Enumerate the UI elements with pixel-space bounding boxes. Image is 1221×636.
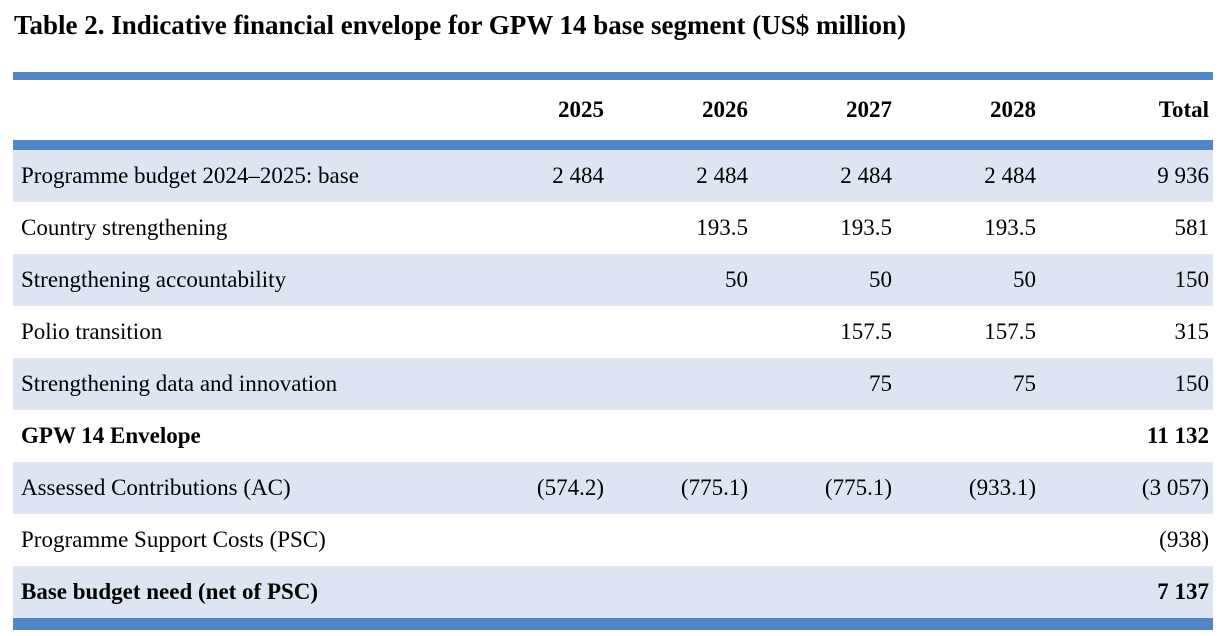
cell-2028: 2 484 bbox=[896, 145, 1040, 202]
row-label: Strengthening accountability bbox=[13, 254, 483, 306]
row-label: Programme budget 2024–2025: base bbox=[13, 145, 483, 202]
header-2025: 2025 bbox=[483, 76, 608, 150]
cell-2026: 2 484 bbox=[608, 145, 752, 202]
cell-2026 bbox=[608, 566, 752, 624]
cell-2025: (574.2) bbox=[483, 462, 608, 514]
cell-2028: (933.1) bbox=[896, 462, 1040, 514]
financial-envelope-table: 2025 2026 2027 2028 Total Programme budg… bbox=[13, 72, 1213, 630]
cell-2027: 50 bbox=[752, 254, 896, 306]
row-label: Polio transition bbox=[13, 306, 483, 358]
cell-total: (938) bbox=[1040, 514, 1213, 566]
cell-2025 bbox=[483, 254, 608, 306]
cell-2025 bbox=[483, 306, 608, 358]
header-2026: 2026 bbox=[608, 76, 752, 150]
cell-2028: 50 bbox=[896, 254, 1040, 306]
cell-2028: 193.5 bbox=[896, 202, 1040, 254]
table-row-programme-support-costs: Programme Support Costs (PSC) (938) bbox=[13, 514, 1213, 566]
cell-total: 150 bbox=[1040, 358, 1213, 410]
cell-2028 bbox=[896, 410, 1040, 462]
table-row-programme-budget: Programme budget 2024–2025: base 2 484 2… bbox=[13, 145, 1213, 202]
cell-2026 bbox=[608, 514, 752, 566]
cell-total: 9 936 bbox=[1040, 145, 1213, 202]
cell-total: 581 bbox=[1040, 202, 1213, 254]
cell-2026: (775.1) bbox=[608, 462, 752, 514]
cell-2025 bbox=[483, 358, 608, 410]
row-label: GPW 14 Envelope bbox=[13, 410, 483, 462]
cell-2026 bbox=[608, 306, 752, 358]
cell-2027: 193.5 bbox=[752, 202, 896, 254]
row-label: Strengthening data and innovation bbox=[13, 358, 483, 410]
cell-2025 bbox=[483, 202, 608, 254]
cell-total: 150 bbox=[1040, 254, 1213, 306]
cell-2027 bbox=[752, 514, 896, 566]
cell-2026 bbox=[608, 410, 752, 462]
cell-2025 bbox=[483, 566, 608, 624]
table-row-country-strengthening: Country strengthening 193.5 193.5 193.5 … bbox=[13, 202, 1213, 254]
header-total: Total bbox=[1040, 76, 1213, 150]
cell-2025 bbox=[483, 410, 608, 462]
header-2028: 2028 bbox=[896, 76, 1040, 150]
cell-2027 bbox=[752, 410, 896, 462]
header-2027: 2027 bbox=[752, 76, 896, 150]
row-label: Programme Support Costs (PSC) bbox=[13, 514, 483, 566]
document-page: Table 2. Indicative financial envelope f… bbox=[0, 6, 1221, 636]
table-row-assessed-contributions: Assessed Contributions (AC) (574.2) (775… bbox=[13, 462, 1213, 514]
table-row-strengthening-data-innovation: Strengthening data and innovation 75 75 … bbox=[13, 358, 1213, 410]
cell-total: 11 132 bbox=[1040, 410, 1213, 462]
table-title: Table 2. Indicative financial envelope f… bbox=[14, 10, 907, 40]
cell-2028: 157.5 bbox=[896, 306, 1040, 358]
cell-2025: 2 484 bbox=[483, 145, 608, 202]
header-row: 2025 2026 2027 2028 Total bbox=[13, 76, 1213, 150]
table-header: 2025 2026 2027 2028 Total bbox=[13, 76, 1213, 150]
cell-2026 bbox=[608, 358, 752, 410]
cell-2027: (775.1) bbox=[752, 462, 896, 514]
cell-2027 bbox=[752, 566, 896, 624]
cell-2027: 75 bbox=[752, 358, 896, 410]
cell-2026: 193.5 bbox=[608, 202, 752, 254]
cell-2028: 75 bbox=[896, 358, 1040, 410]
cell-total: 315 bbox=[1040, 306, 1213, 358]
cell-2025 bbox=[483, 514, 608, 566]
table-row-base-budget-need: Base budget need (net of PSC) 7 137 bbox=[13, 566, 1213, 624]
table-row-strengthening-accountability: Strengthening accountability 50 50 50 15… bbox=[13, 254, 1213, 306]
row-label: Country strengthening bbox=[13, 202, 483, 254]
cell-2027: 2 484 bbox=[752, 145, 896, 202]
row-label: Base budget need (net of PSC) bbox=[13, 566, 483, 624]
cell-2028 bbox=[896, 514, 1040, 566]
cell-total: (3 057) bbox=[1040, 462, 1213, 514]
table-row-gpw14-envelope: GPW 14 Envelope 11 132 bbox=[13, 410, 1213, 462]
row-label: Assessed Contributions (AC) bbox=[13, 462, 483, 514]
cell-total: 7 137 bbox=[1040, 566, 1213, 624]
header-empty bbox=[13, 76, 483, 150]
cell-2028 bbox=[896, 566, 1040, 624]
table-row-polio-transition: Polio transition 157.5 157.5 315 bbox=[13, 306, 1213, 358]
cell-2027: 157.5 bbox=[752, 306, 896, 358]
cell-2026: 50 bbox=[608, 254, 752, 306]
